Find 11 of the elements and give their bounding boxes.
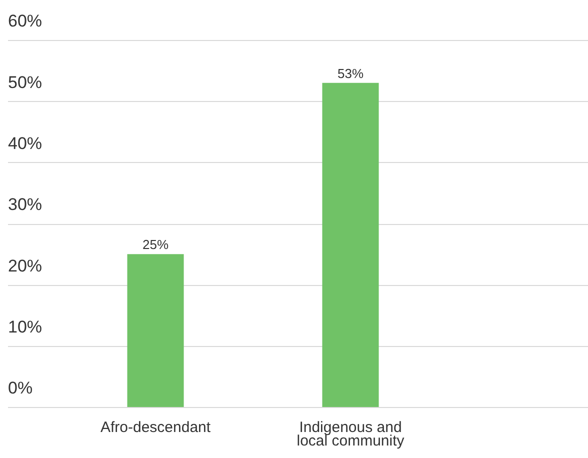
data-label: 53% — [337, 66, 364, 81]
y-tick-label: 0% — [8, 378, 33, 398]
y-tick-label: 50% — [8, 72, 42, 92]
y-tick-label: 40% — [8, 134, 42, 154]
y-tick-label: 60% — [8, 12, 42, 31]
y-tick-label: 30% — [8, 195, 42, 214]
y-tick-label: 10% — [8, 318, 42, 337]
x-tick-label: Afro-descendant — [100, 418, 212, 436]
x-tick-label: Indigenous and local community — [296, 418, 405, 450]
data-label: 25% — [142, 237, 169, 252]
y-tick-label: 20% — [8, 256, 42, 276]
